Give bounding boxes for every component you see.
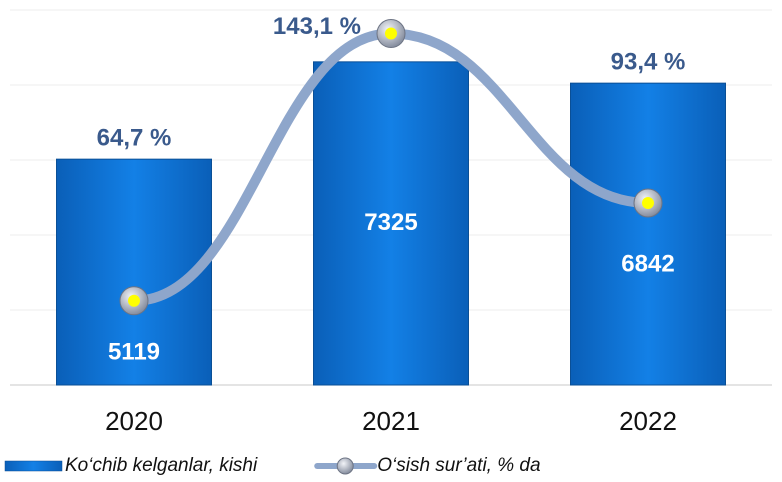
bar-value-label: 7325: [364, 209, 417, 236]
line-value-label: 143,1 %: [273, 13, 361, 40]
x-tick-label: 2020: [105, 406, 163, 436]
marker-center: [128, 294, 140, 307]
x-tick-label: 2022: [619, 406, 677, 436]
line-value-label: 93,4 %: [611, 48, 686, 75]
legend-swatch: [4, 460, 63, 472]
legend: Ko‘chib kelganlar, kishi O‘sish sur’ati, …: [4, 455, 541, 476]
x-tick-label: 2021: [362, 406, 420, 436]
bar: [313, 61, 469, 386]
lines: [119, 19, 663, 316]
bars: [56, 61, 726, 386]
marker-center: [642, 196, 654, 209]
legend-marker: [336, 457, 354, 475]
bar: [56, 158, 212, 386]
labels: 2020 2021 2022 64,7 % 5119 143,1 % 7325 93,4 % 6…: [97, 13, 686, 436]
marker-center: [385, 27, 397, 40]
bar-value-label: 5119: [108, 338, 160, 365]
bar-value-label: 6842: [621, 250, 674, 277]
line-value-label: 64,7 %: [97, 125, 172, 152]
bar: [570, 82, 726, 386]
legend-label: O‘sish sur’ati, % da: [377, 455, 540, 476]
legend-label: Ko‘chib kelganlar, kishi: [65, 455, 258, 476]
